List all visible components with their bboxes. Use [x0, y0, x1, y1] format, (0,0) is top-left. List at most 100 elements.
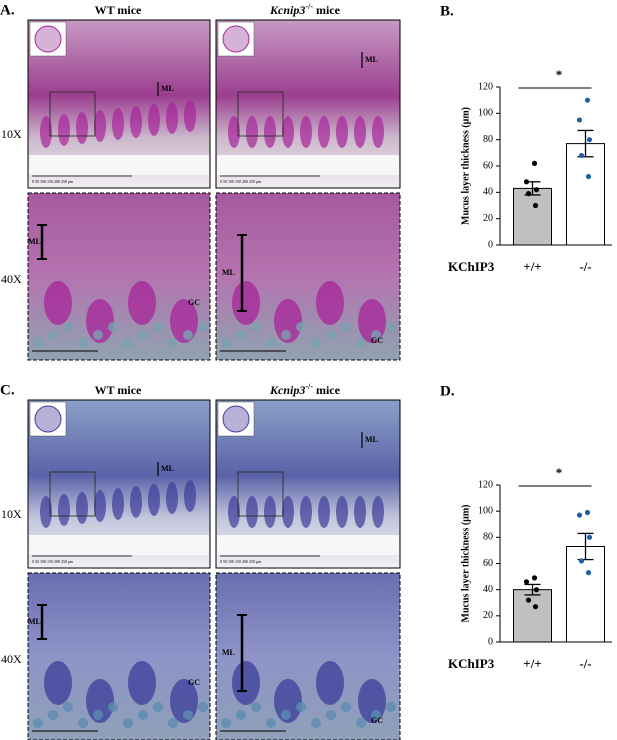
- crypt: [184, 100, 196, 132]
- y-tick-label: 40: [483, 584, 493, 595]
- goblet-cell: [44, 661, 72, 705]
- nucleus: [138, 330, 148, 340]
- crypt: [76, 112, 88, 144]
- genotype: -/-: [305, 2, 313, 11]
- genotype: -/-: [305, 382, 313, 391]
- data-point: [525, 191, 532, 197]
- crypt: [112, 488, 124, 520]
- goblet-cell: [128, 281, 156, 325]
- nucleus: [326, 710, 336, 720]
- nucleus: [311, 718, 321, 728]
- y-axis-label: Mucus layer thickness (μm): [460, 107, 471, 225]
- data-point: [533, 587, 540, 593]
- crypt: [148, 104, 160, 136]
- nucleus: [266, 718, 276, 728]
- ml-label: ML: [161, 84, 174, 93]
- ml-label: ML: [161, 464, 174, 473]
- gc-label: GC: [371, 716, 383, 725]
- x-tick-label: -/-: [579, 656, 591, 671]
- column-title: Kcnip3-/- mice: [269, 2, 341, 17]
- inset-section: [34, 25, 62, 53]
- data-point: [523, 179, 530, 185]
- bar: [513, 187, 552, 246]
- nucleus: [63, 702, 73, 712]
- x-tick-label: +/+: [523, 259, 541, 274]
- gene: Kcnip3: [269, 383, 305, 397]
- zoom-box: [49, 471, 96, 517]
- bar: [513, 589, 552, 643]
- data-point: [576, 512, 583, 518]
- crypt: [354, 116, 366, 148]
- bar: [566, 143, 605, 246]
- nucleus: [386, 702, 396, 712]
- y-tick-label: 60: [483, 160, 493, 171]
- magnification: 40X: [1, 272, 22, 286]
- y-tick-label: 20: [483, 610, 493, 621]
- ml-label: ML: [365, 55, 378, 64]
- x-axis-label: KChIP3: [448, 656, 495, 671]
- nucleus: [78, 338, 88, 348]
- lumen: [29, 535, 209, 555]
- nucleus: [78, 718, 88, 728]
- data-point: [532, 604, 539, 610]
- scale-label: 0 50 100 150 200 250 μm: [32, 179, 74, 184]
- nucleus: [108, 322, 118, 332]
- crypt: [58, 494, 70, 526]
- crypt: [246, 116, 258, 148]
- lumen: [217, 535, 399, 555]
- nucleus: [48, 710, 58, 720]
- x-tick-label: -/-: [579, 259, 591, 274]
- nucleus: [153, 322, 163, 332]
- nucleus: [341, 702, 351, 712]
- nucleus: [183, 710, 193, 720]
- crypt: [40, 496, 52, 528]
- goblet-cell: [232, 281, 260, 325]
- panel-label: B.: [440, 3, 454, 19]
- goblet-cell: [232, 661, 260, 705]
- nucleus: [326, 330, 336, 340]
- crypt: [318, 496, 330, 528]
- goblet-cell: [274, 299, 302, 343]
- nucleus: [236, 710, 246, 720]
- scale-label: 0 50 100 150 200 250 μm: [220, 559, 262, 564]
- inset-section: [222, 405, 250, 433]
- data-point: [523, 579, 530, 585]
- crypt: [228, 496, 240, 528]
- suffix: mice: [316, 3, 341, 17]
- ml-label: ML: [28, 617, 41, 626]
- crypt: [336, 116, 348, 148]
- nucleus: [93, 710, 103, 720]
- crypt: [300, 116, 312, 148]
- nucleus: [198, 702, 208, 712]
- panel-label: A.: [0, 2, 15, 18]
- inset-section: [34, 405, 62, 433]
- nucleus: [168, 338, 178, 348]
- crypt: [148, 484, 160, 516]
- crypt: [282, 496, 294, 528]
- crypt: [336, 496, 348, 528]
- crypt: [264, 496, 276, 528]
- zoom-box: [49, 91, 96, 137]
- crypt: [130, 486, 142, 518]
- nucleus: [356, 718, 366, 728]
- crypt: [372, 116, 384, 148]
- nucleus: [48, 330, 58, 340]
- ml-label: ML: [28, 237, 41, 246]
- panel-label: D.: [440, 383, 455, 399]
- nucleus: [251, 322, 261, 332]
- nucleus: [221, 338, 231, 348]
- nucleus: [251, 702, 261, 712]
- gc-label: GC: [188, 298, 200, 307]
- nucleus: [296, 702, 306, 712]
- data-point: [531, 160, 538, 166]
- data-point: [586, 137, 593, 143]
- crypt: [228, 116, 240, 148]
- crypt: [130, 106, 142, 138]
- gene: Kcnip3: [269, 3, 305, 17]
- nucleus: [311, 338, 321, 348]
- x-axis-label: KChIP3: [448, 259, 495, 274]
- panel-label: C.: [0, 382, 15, 398]
- data-point: [585, 173, 592, 180]
- y-tick-label: 60: [483, 558, 493, 569]
- ml-label: ML: [222, 648, 235, 657]
